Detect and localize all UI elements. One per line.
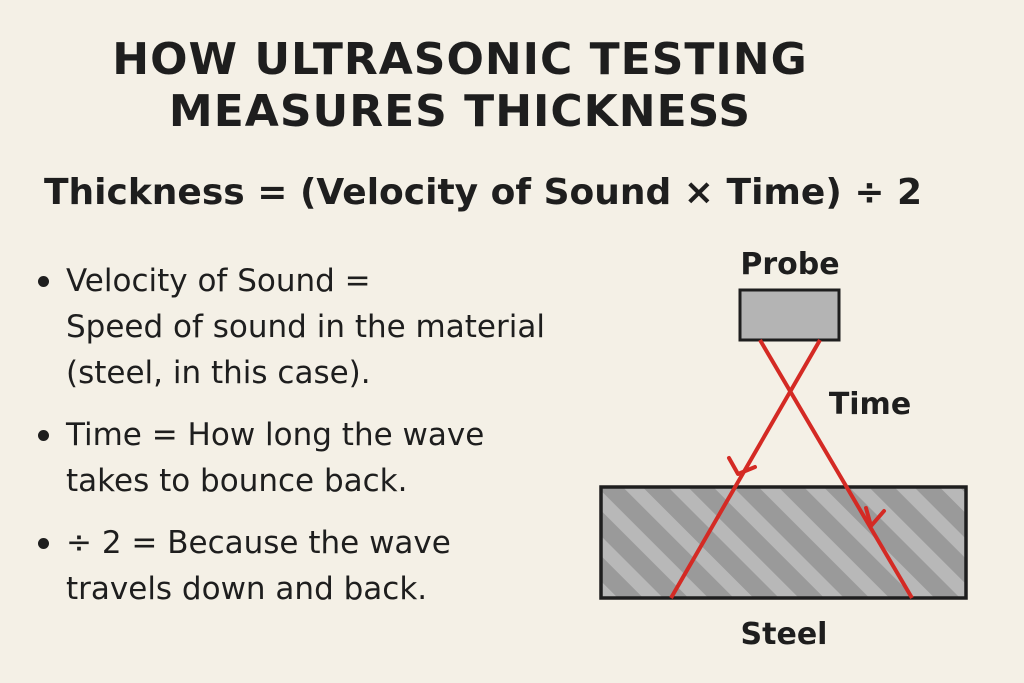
title-line-1: HOW ULTRASONIC TESTING: [112, 34, 808, 85]
explanation-list: Velocity of Sound = Speed of sound in th…: [36, 258, 616, 628]
bullet-line: Velocity of Sound =: [66, 263, 371, 299]
bullet-dot-icon: [38, 276, 49, 287]
probe: [738, 288, 841, 342]
bullet-line: takes to bounce back.: [66, 463, 408, 499]
title-line-2: MEASURES THICKNESS: [168, 86, 752, 137]
arrow-head-icon: [727, 456, 757, 476]
steel-label: Steel: [741, 617, 828, 652]
bullet-dot-icon: [38, 430, 49, 441]
bullet-velocity: Velocity of Sound = Speed of sound in th…: [36, 258, 616, 396]
bullet-line: Time = How long the wave: [66, 417, 485, 453]
bullet-divide-by-two: ÷ 2 = Because the wave travels down and …: [36, 520, 616, 612]
arrow-head-icon: [864, 506, 886, 528]
thickness-formula: Thickness = (Velocity of Sound × Time) ÷…: [44, 172, 923, 213]
bullet-line: travels down and back.: [66, 571, 428, 607]
steel-block: [599, 485, 968, 600]
wave-path-down: [758, 338, 914, 600]
bullet-line: ÷ 2 = Because the wave: [66, 525, 451, 561]
bullet-time: Time = How long the wave takes to bounce…: [36, 412, 616, 504]
page-title: HOW ULTRASONIC TESTING MEASURES THICKNES…: [0, 34, 920, 138]
probe-label: Probe: [740, 247, 839, 282]
bullet-line: (steel, in this case).: [66, 355, 371, 391]
time-label: Time: [829, 387, 911, 422]
bullet-dot-icon: [38, 538, 49, 549]
bullet-line: Speed of sound in the material: [66, 309, 545, 345]
